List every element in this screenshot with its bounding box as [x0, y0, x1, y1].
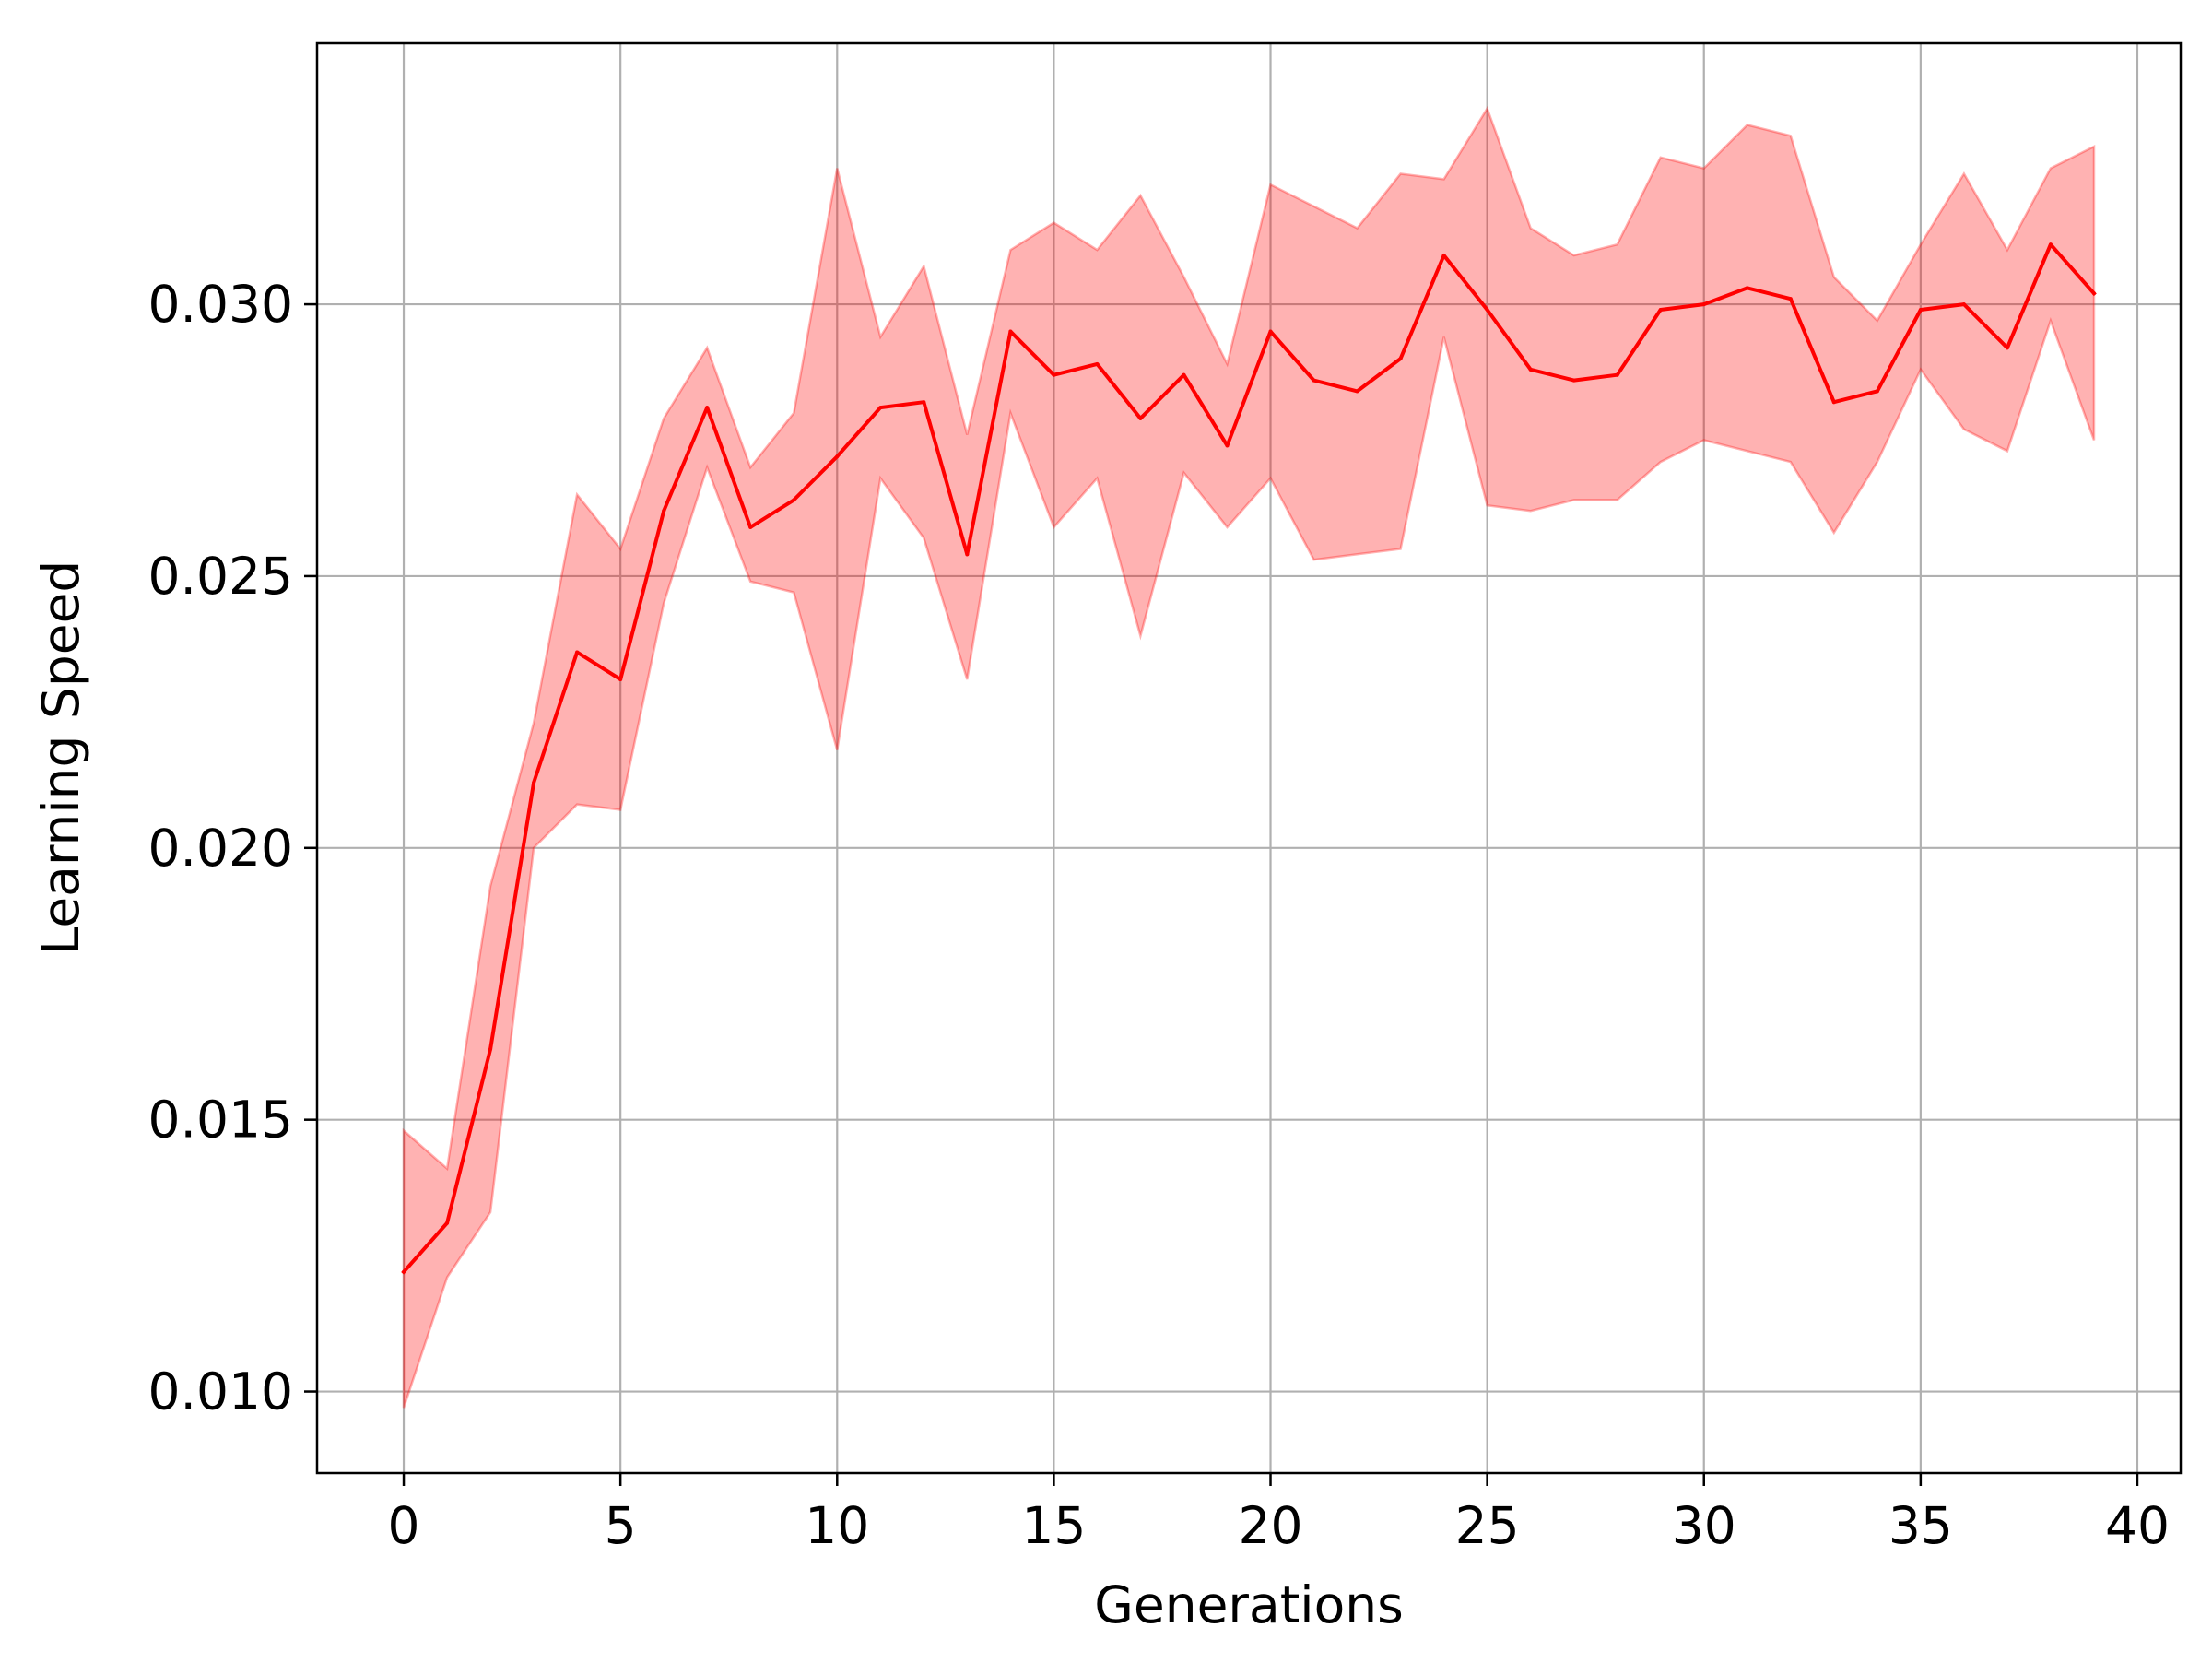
x-tick-label: 15	[1021, 1496, 1086, 1555]
x-tick-label: 10	[805, 1496, 869, 1555]
data-point	[1485, 307, 1489, 312]
x-tick-label: 25	[1455, 1496, 1520, 1555]
data-point	[1788, 297, 1793, 301]
y-tick-label: 0.015	[148, 1091, 293, 1150]
data-point	[1052, 372, 1056, 377]
data-point	[2048, 242, 2053, 247]
data-point	[445, 1221, 450, 1225]
data-point	[748, 525, 753, 529]
data-point	[1268, 329, 1273, 334]
data-point	[1312, 378, 1316, 383]
plot-frame	[315, 41, 2183, 1475]
x-tick-label: 35	[1888, 1496, 1953, 1555]
data-point	[662, 509, 666, 513]
x-tick-label: 30	[1672, 1496, 1736, 1555]
data-point	[1701, 302, 1706, 307]
data-point	[835, 454, 840, 459]
data-point	[705, 406, 710, 410]
mean-line-layer	[401, 242, 2097, 1275]
data-point	[1528, 367, 1533, 372]
data-point	[1441, 253, 1446, 257]
mean-line	[401, 242, 2097, 1275]
data-point	[1008, 329, 1013, 334]
data-point	[1615, 372, 1619, 377]
data-point	[488, 1047, 493, 1052]
data-point	[1658, 307, 1663, 312]
data-point	[2005, 346, 2009, 350]
x-tick-label: 0	[388, 1496, 420, 1555]
x-tick-label: 40	[2105, 1496, 2170, 1555]
confidence-band	[402, 105, 2096, 1409]
data-point	[618, 677, 623, 681]
data-point	[1831, 400, 1836, 405]
grid-layer	[317, 43, 2181, 1473]
data-point	[2091, 291, 2096, 296]
data-point	[532, 781, 536, 785]
data-point	[1875, 389, 1879, 394]
data-point	[1571, 378, 1576, 383]
data-point	[792, 498, 796, 502]
tick-layer: 0 5 10 15 20 25 30 35 40 0.010 0.015 0.020 0.025 0.03…	[148, 275, 2170, 1555]
data-point	[575, 650, 580, 655]
data-point	[922, 400, 926, 405]
y-axis-label: Learning Speed	[31, 560, 90, 956]
data-point	[1398, 357, 1403, 361]
y-tick-label: 0.010	[148, 1362, 293, 1421]
y-tick-label: 0.020	[148, 819, 293, 878]
data-point	[1225, 443, 1230, 448]
data-point	[878, 406, 883, 410]
x-axis-label: Generations	[1094, 1575, 1403, 1634]
data-point	[1745, 286, 1749, 290]
data-point	[1355, 389, 1359, 394]
data-point	[402, 1269, 406, 1274]
x-tick-label: 20	[1239, 1496, 1303, 1555]
data-point	[1138, 416, 1143, 420]
data-point	[1918, 307, 1923, 312]
data-point	[1182, 372, 1186, 377]
confidence-band-layer	[402, 105, 2096, 1409]
data-point	[965, 552, 970, 557]
data-point	[1095, 361, 1100, 366]
y-tick-label: 0.025	[148, 547, 293, 606]
data-point	[1961, 302, 1966, 307]
y-tick-label: 0.030	[148, 275, 293, 334]
x-tick-label: 5	[605, 1496, 637, 1555]
